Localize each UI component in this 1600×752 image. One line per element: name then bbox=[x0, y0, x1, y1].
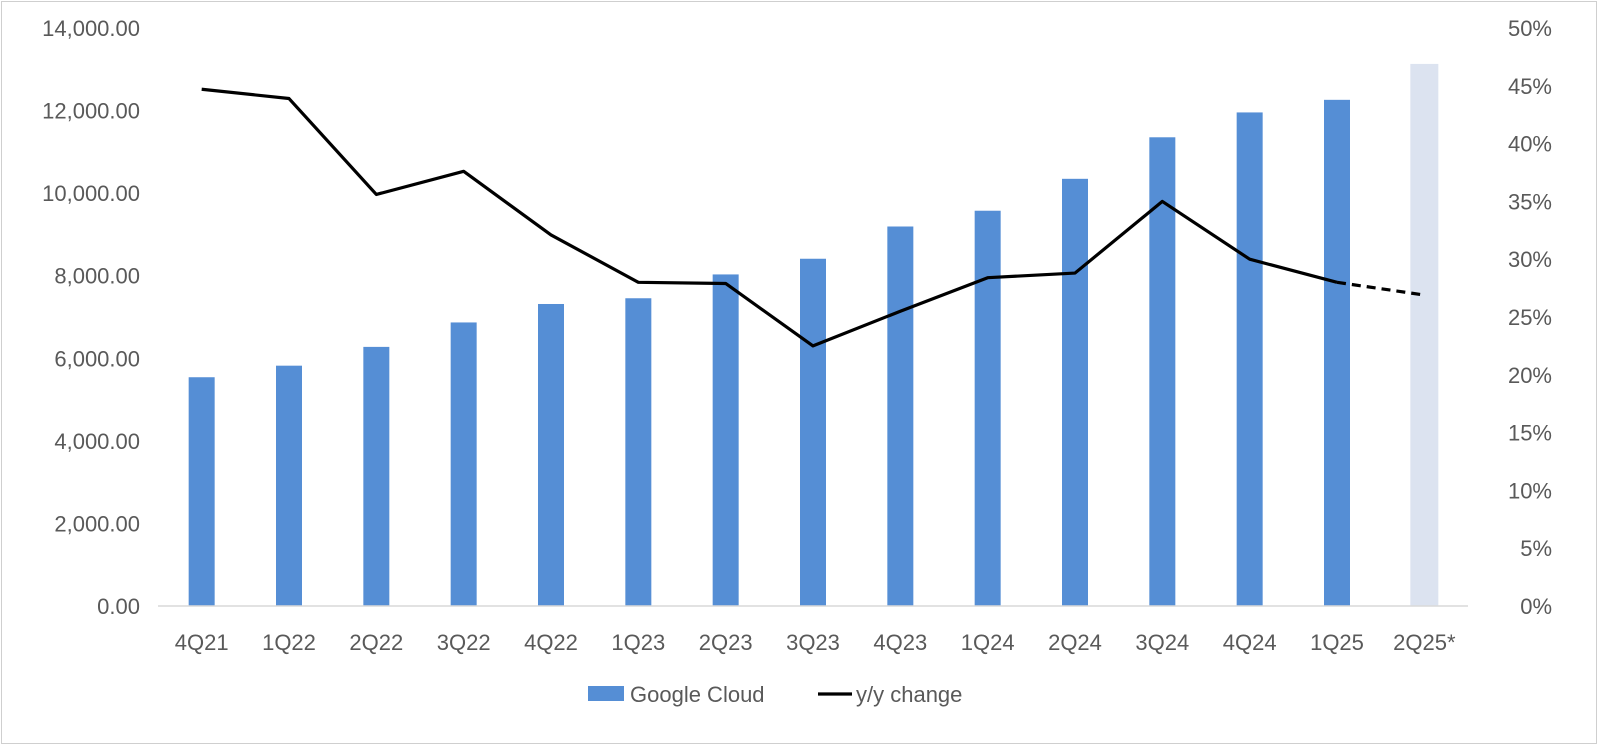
x-tick-label: 2Q24 bbox=[1048, 630, 1102, 655]
line-segment-actual bbox=[201, 87, 1338, 348]
bar bbox=[625, 298, 652, 606]
x-tick-label: 2Q22 bbox=[349, 630, 403, 655]
bar bbox=[450, 322, 477, 606]
y-right-tick-label: 20% bbox=[1508, 363, 1552, 388]
y-right-tick-label: 15% bbox=[1508, 421, 1552, 446]
line-series-yoy-change bbox=[201, 87, 1425, 348]
y-left-tick-label: 6,000.00 bbox=[54, 346, 140, 371]
bar bbox=[1324, 99, 1350, 606]
bar bbox=[1236, 112, 1263, 606]
y-right-tick-label: 30% bbox=[1508, 247, 1552, 272]
y-right-tick-label: 40% bbox=[1508, 132, 1552, 157]
bar bbox=[974, 210, 1001, 606]
y-right-tick-label: 45% bbox=[1508, 74, 1552, 99]
y-left-tick-label: 12,000.00 bbox=[42, 99, 140, 124]
x-tick-label: 3Q23 bbox=[786, 630, 840, 655]
bar bbox=[538, 303, 564, 606]
bar-estimated bbox=[1410, 63, 1439, 606]
y-left-tick-label: 4,000.00 bbox=[54, 429, 140, 454]
bar bbox=[363, 346, 390, 606]
bar bbox=[1149, 137, 1176, 607]
y-left-tick-label: 14,000.00 bbox=[42, 16, 140, 41]
x-tick-label: 4Q22 bbox=[524, 630, 578, 655]
y-left-tick-label: 2,000.00 bbox=[54, 511, 140, 536]
y-left-tick-label: 0.00 bbox=[97, 594, 140, 619]
bar-series-google-cloud bbox=[188, 63, 1439, 607]
x-tick-label: 1Q22 bbox=[262, 630, 316, 655]
x-tick-label: 2Q23 bbox=[699, 630, 753, 655]
y-right-tick-label: 0% bbox=[1520, 594, 1552, 619]
y-left-tick-label: 10,000.00 bbox=[42, 181, 140, 206]
x-tick-label: 2Q25* bbox=[1393, 630, 1456, 655]
axes: 0.00 2,000.00 4,000.00 6,000.00 8,000.00 10,0… bbox=[42, 16, 1552, 655]
legend-swatch-google-cloud bbox=[588, 686, 624, 701]
y-left-tick-label: 8,000.00 bbox=[54, 264, 140, 289]
legend-label-yoy-change: y/y change bbox=[856, 682, 962, 707]
x-tick-label: 1Q23 bbox=[611, 630, 665, 655]
y-right-tick-label: 35% bbox=[1508, 189, 1552, 214]
y-right-tick-label: 50% bbox=[1508, 16, 1552, 41]
x-tick-label: 3Q22 bbox=[437, 630, 491, 655]
legend-label-google-cloud: Google Cloud bbox=[630, 682, 765, 707]
bar bbox=[188, 377, 215, 606]
bar bbox=[800, 258, 826, 606]
x-tick-label: 1Q24 bbox=[961, 630, 1015, 655]
bar bbox=[887, 226, 914, 606]
x-tick-label: 1Q25 bbox=[1310, 630, 1364, 655]
y-right-tick-label: 5% bbox=[1520, 536, 1552, 561]
bar bbox=[1062, 178, 1088, 606]
y-right-tick-label: 10% bbox=[1508, 478, 1552, 503]
bar bbox=[712, 274, 739, 606]
x-tick-label: 4Q24 bbox=[1223, 630, 1277, 655]
legend: Google Cloud y/y change bbox=[588, 682, 962, 707]
x-tick-label: 4Q21 bbox=[175, 630, 229, 655]
x-tick-label: 3Q24 bbox=[1135, 630, 1189, 655]
x-tick-label: 4Q23 bbox=[873, 630, 927, 655]
y-right-tick-label: 25% bbox=[1508, 305, 1552, 330]
bar bbox=[276, 365, 302, 606]
